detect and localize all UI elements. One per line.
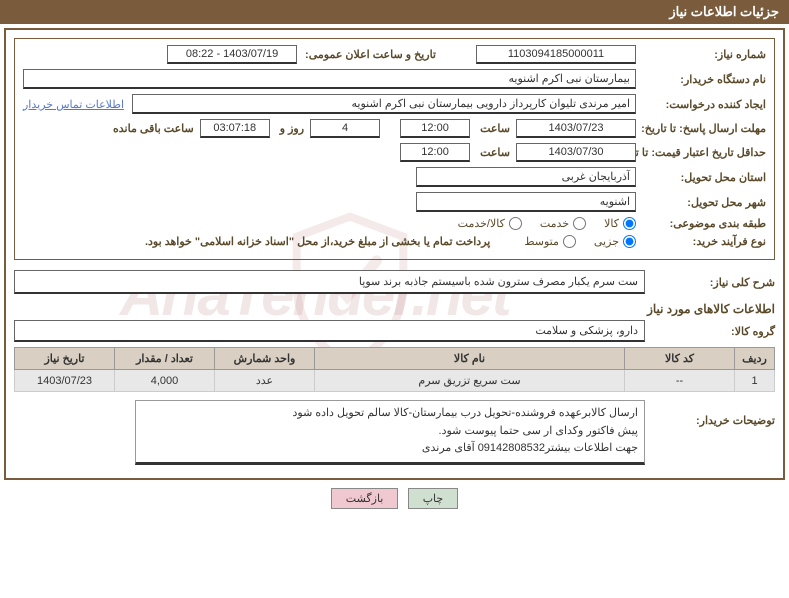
need-number-label: شماره نیاز:: [636, 48, 766, 61]
validity-time-field: 12:00: [400, 143, 470, 162]
countdown-field: 03:07:18: [200, 119, 270, 138]
desc-field: ست سرم یکبار مصرف سترون شده باسیستم جاذب…: [14, 270, 645, 294]
province-label: استان محل تحویل:: [636, 171, 766, 184]
buyer-notes-line1: ارسال کالابرعهده فروشنده-تحویل درب بیمار…: [142, 405, 638, 423]
category-service-label: خدمت: [540, 217, 569, 230]
category-goods-label: کالا: [604, 217, 619, 230]
days-field: 4: [310, 119, 380, 138]
main-frame: شماره نیاز: 1103094185000011 تاریخ و ساع…: [4, 28, 785, 480]
group-field: دارو، پزشکی و سلامت: [14, 320, 645, 342]
buyer-notes-line2: پیش فاکتور وکدای ار سی حتما پیوست شود.: [142, 423, 638, 441]
cell-name: ست سریع تزریق سرم: [315, 370, 625, 392]
announce-field: 1403/07/19 - 08:22: [167, 45, 297, 64]
print-button[interactable]: چاپ: [408, 488, 459, 509]
page-title-bar: جزئیات اطلاعات نیاز: [0, 0, 789, 24]
process-radio-medium[interactable]: [563, 235, 576, 248]
requester-field: امیر مرندی تلیوان کارپرداز دارویی بیمارس…: [132, 94, 636, 114]
buttons-row: چاپ بازگشت: [0, 488, 789, 509]
category-radio-service[interactable]: [573, 217, 586, 230]
deadline-label: مهلت ارسال پاسخ: تا تاریخ:: [636, 122, 766, 135]
buyer-notes-box: ارسال کالابرعهده فروشنده-تحویل درب بیمار…: [135, 400, 645, 465]
category-both-label: کالا/خدمت: [458, 217, 505, 230]
validity-date-field: 1403/07/30: [516, 143, 636, 162]
cell-qty: 4,000: [115, 370, 215, 392]
contact-link[interactable]: اطلاعات تماس خریدار: [23, 98, 124, 111]
th-row: ردیف: [735, 348, 775, 370]
items-table: ردیف کد کالا نام کالا واحد شمارش تعداد /…: [14, 347, 775, 392]
cell-code: --: [625, 370, 735, 392]
buyer-notes-label: توضیحات خریدار:: [645, 400, 775, 427]
deadline-date-field: 1403/07/23: [516, 119, 636, 138]
category-radio-both[interactable]: [509, 217, 522, 230]
th-unit: واحد شمارش: [215, 348, 315, 370]
process-radio-minor[interactable]: [623, 235, 636, 248]
back-button[interactable]: بازگشت: [331, 488, 399, 509]
validity-time-label: ساعت: [476, 146, 510, 159]
announce-label: تاریخ و ساعت اعلان عمومی:: [301, 48, 436, 61]
buyer-org-field: بیمارستان نبی اکرم اشنویه: [23, 69, 636, 89]
items-section-title: اطلاعات کالاهای مورد نیاز: [14, 302, 775, 316]
process-label: نوع فرآیند خرید:: [636, 235, 766, 248]
table-row: 1 -- ست سریع تزریق سرم عدد 4,000 1403/07…: [15, 370, 775, 392]
deadline-time-field: 12:00: [400, 119, 470, 138]
desc-label: شرح کلی نیاز:: [645, 276, 775, 289]
process-note: پرداخت تمام یا بخشی از مبلغ خرید،از محل …: [145, 235, 490, 248]
th-qty: تعداد / مقدار: [115, 348, 215, 370]
process-medium-label: متوسط: [524, 235, 559, 248]
th-name: نام کالا: [315, 348, 625, 370]
page-title: جزئیات اطلاعات نیاز: [669, 4, 779, 19]
city-field: اشنویه: [416, 192, 636, 212]
buyer-notes-line3: جهت اطلاعات بیشتر09142808532 آقای مرندی: [142, 440, 638, 458]
city-label: شهر محل تحویل:: [636, 196, 766, 209]
buyer-org-label: نام دستگاه خریدار:: [636, 73, 766, 86]
process-minor-label: جزیی: [594, 235, 619, 248]
th-code: کد کالا: [625, 348, 735, 370]
cell-row: 1: [735, 370, 775, 392]
remaining-label: ساعت باقی مانده: [109, 122, 194, 135]
cell-date: 1403/07/23: [15, 370, 115, 392]
need-number-field: 1103094185000011: [476, 45, 636, 64]
th-date: تاریخ نیاز: [15, 348, 115, 370]
cell-unit: عدد: [215, 370, 315, 392]
deadline-time-label: ساعت: [476, 122, 510, 135]
group-label: گروه کالا:: [645, 325, 775, 338]
category-label: طبقه بندی موضوعی:: [636, 217, 766, 230]
province-field: آذربایجان غربی: [416, 167, 636, 187]
category-radio-goods[interactable]: [623, 217, 636, 230]
details-panel: شماره نیاز: 1103094185000011 تاریخ و ساع…: [14, 38, 775, 260]
days-and-label: روز و: [276, 122, 304, 135]
validity-label: حداقل تاریخ اعتبار قیمت: تا تاریخ:: [636, 146, 766, 159]
requester-label: ایجاد کننده درخواست:: [636, 98, 766, 111]
